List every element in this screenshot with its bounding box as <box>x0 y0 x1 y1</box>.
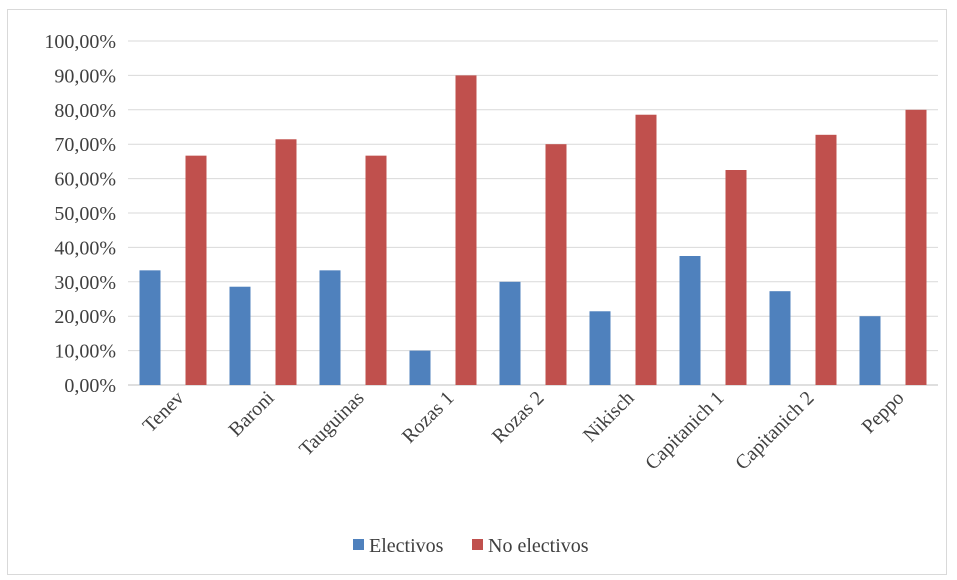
y-tick-label: 10,00% <box>54 341 116 363</box>
bar-electivos <box>859 316 881 385</box>
x-tick-label: Capitanich 2 <box>731 387 818 474</box>
bar-electivos <box>679 256 701 385</box>
legend: Electivos No electivos <box>353 535 589 557</box>
x-tick-label: Tauguinas <box>295 387 369 461</box>
legend-label: Electivos <box>369 535 444 557</box>
legend-label: No electivos <box>488 535 589 557</box>
y-tick-label: 50,00% <box>54 203 116 225</box>
y-tick-label: 90,00% <box>54 65 116 87</box>
legend-swatch <box>472 539 483 550</box>
bar-no-electivos <box>545 144 567 385</box>
x-tick-label: Nikisch <box>579 387 639 447</box>
bar-no-electivos <box>635 114 657 385</box>
y-tick-label: 40,00% <box>54 237 116 259</box>
bar-no-electivos <box>725 170 747 385</box>
x-tick-label: Baroni <box>224 387 278 441</box>
bars <box>139 75 927 386</box>
bar-electivos <box>769 291 791 385</box>
bar-electivos <box>589 311 611 385</box>
y-tick-label: 0,00% <box>64 375 116 397</box>
x-tick-label: Tenev <box>139 387 189 437</box>
x-axis-tick-labels: Tenev Baroni Tauguinas Rozas 1 Rozas 2 Nikisc… <box>139 387 909 475</box>
y-tick-label: 80,00% <box>54 100 116 122</box>
y-tick-label: 100,00% <box>44 31 116 53</box>
bar-electivos <box>139 270 161 385</box>
bar-no-electivos <box>815 134 837 385</box>
bar-electivos <box>499 281 521 385</box>
y-tick-label: 30,00% <box>54 272 116 294</box>
bar-electivos <box>319 270 341 385</box>
legend-swatch <box>353 539 364 550</box>
x-tick-label: Capitanich 1 <box>641 387 728 474</box>
bar-no-electivos <box>275 139 297 385</box>
y-tick-label: 60,00% <box>54 169 116 191</box>
bar-electivos <box>409 350 431 385</box>
x-tick-label: Rozas 2 <box>488 387 549 448</box>
x-tick-label: Peppo <box>858 387 909 438</box>
bar-electivos <box>229 286 251 385</box>
x-tick-label: Rozas 1 <box>398 387 459 448</box>
y-tick-label: 70,00% <box>54 134 116 156</box>
bar-no-electivos <box>455 75 477 386</box>
grid-lines <box>128 40 938 386</box>
bar-no-electivos <box>905 109 927 386</box>
y-tick-label: 20,00% <box>54 306 116 328</box>
bar-no-electivos <box>365 155 387 385</box>
bar-no-electivos <box>185 155 207 385</box>
y-axis-tick-labels: 0,00% 10,00% 20,00% 30,00% 40,00% 50,00% 60,00… <box>44 31 116 397</box>
